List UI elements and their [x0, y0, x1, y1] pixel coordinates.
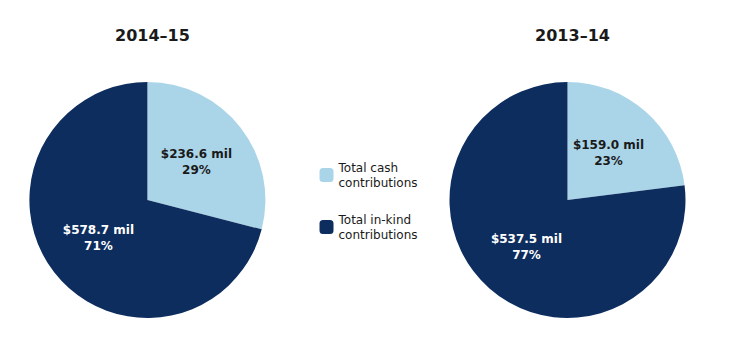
svg-text:$578.7 mil: $578.7 mil	[63, 223, 134, 237]
svg-text:contributions: contributions	[339, 176, 418, 190]
svg-text:77%: 77%	[512, 248, 541, 262]
svg-text:2013–14: 2013–14	[535, 26, 610, 45]
svg-text:71%: 71%	[84, 239, 113, 253]
svg-text:Total cash: Total cash	[338, 161, 399, 175]
svg-text:23%: 23%	[594, 154, 623, 168]
svg-text:$537.5 mil: $537.5 mil	[491, 232, 562, 246]
svg-text:$236.6 mil: $236.6 mil	[161, 147, 232, 161]
svg-text:2014–15: 2014–15	[115, 26, 190, 45]
svg-text:29%: 29%	[182, 163, 211, 177]
svg-text:Total in-kind: Total in-kind	[338, 213, 412, 227]
svg-text:contributions: contributions	[339, 228, 418, 242]
svg-text:$159.0 mil: $159.0 mil	[573, 138, 644, 152]
